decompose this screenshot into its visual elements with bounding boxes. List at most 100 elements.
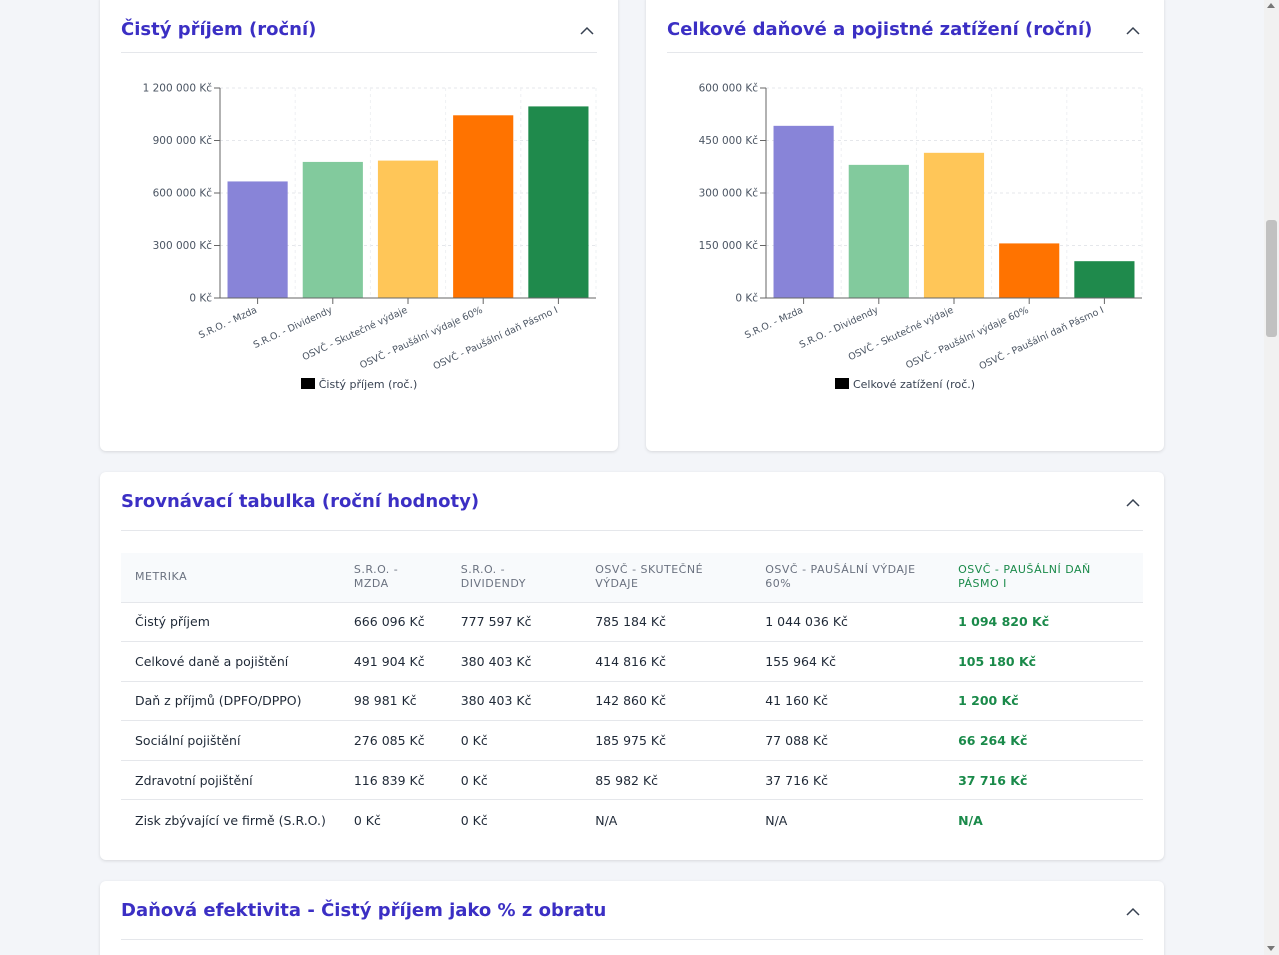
table-row: Zdravotní pojištění 116 839 Kč 0 Kč 85 982 … bbox=[121, 760, 1143, 801]
column-header: Metrika bbox=[121, 553, 340, 603]
table-cell: 276 085 Kč bbox=[339, 720, 447, 761]
table-cell: 77 088 Kč bbox=[751, 720, 945, 761]
table-cell: 414 816 Kč bbox=[581, 641, 752, 682]
table-cell: 785 184 Kč bbox=[581, 602, 752, 643]
y-tick-label: 600 000 Kč bbox=[153, 188, 213, 200]
table-cell: 666 096 Kč bbox=[339, 602, 447, 643]
column-header: S.R.O. - Mzda bbox=[339, 553, 447, 603]
table-cell: N/A bbox=[595, 812, 618, 828]
bar bbox=[848, 164, 909, 298]
table-row: Sociální pojištění 276 085 Kč 0 Kč 185 975 … bbox=[121, 720, 1143, 761]
y-tick-label: 300 000 Kč bbox=[153, 240, 213, 252]
metric-label: Čistý příjem bbox=[121, 602, 340, 643]
net-income-card: Čistý příjem (roční) 0 Kč 300 000 Kč 600 0… bbox=[100, 0, 618, 451]
comparison-table-card: Srovnávací tabulka (roční hodnoty) Metri… bbox=[100, 472, 1164, 860]
table-cell-best: 1 200 Kč bbox=[944, 681, 1143, 722]
bar bbox=[528, 106, 589, 299]
table-cell: 0 Kč bbox=[460, 812, 488, 828]
comparison-table: Metrika S.R.O. - Mzda S.R.O. - Dividendy… bbox=[121, 553, 1143, 840]
card-header: Čistý příjem (roční) bbox=[121, 0, 597, 53]
y-tick-label: 0 Kč bbox=[735, 293, 758, 305]
column-header: OSVČ - Skutečné výdaje bbox=[581, 553, 752, 603]
card-header: Srovnávací tabulka (roční hodnoty) bbox=[121, 472, 1143, 531]
table-cell-best: 66 264 Kč bbox=[944, 720, 1143, 761]
net-income-chart: 0 Kč 300 000 Kč 600 000 Kč 900 000 Kč 1 200 … bbox=[143, 83, 597, 372]
tax-efficiency-card: Daňová efektivita - Čistý příjem jako % … bbox=[100, 881, 1164, 955]
metric-label: Zdravotní pojištění bbox=[121, 760, 340, 801]
card-header: Celkové daňové a pojistné zatížení (ročn… bbox=[667, 0, 1143, 53]
card-title: Daňová efektivita - Čistý příjem jako % … bbox=[121, 900, 607, 921]
legend-label: Čistý příjem (roč.) bbox=[318, 378, 418, 391]
legend-swatch bbox=[834, 378, 849, 389]
x-tick-label: S.R.O. - Mzda bbox=[197, 305, 259, 342]
card-title: Celkové daňové a pojistné zatížení (ročn… bbox=[667, 19, 1093, 40]
card-title: Srovnávací tabulka (roční hodnoty) bbox=[121, 491, 480, 512]
table-cell: 0 Kč bbox=[353, 812, 381, 828]
x-tick-label: S.R.O. - Mzda bbox=[743, 305, 805, 342]
bar bbox=[1074, 261, 1135, 298]
x-tick-label: OSVČ - Paušální výdaje 60% bbox=[358, 304, 485, 372]
bar bbox=[999, 243, 1060, 298]
table-cell: 116 839 Kč bbox=[339, 760, 447, 801]
table-row: Čistý příjem 666 096 Kč 777 597 Kč 785 184 … bbox=[121, 602, 1143, 643]
chevron-up-icon[interactable] bbox=[1125, 24, 1141, 36]
scroll-thumb[interactable] bbox=[1266, 220, 1277, 337]
x-tick-label: OSVČ - Paušální výdaje 60% bbox=[904, 304, 1031, 372]
table-cell-best: 1 094 820 Kč bbox=[944, 602, 1143, 643]
y-tick-label: 450 000 Kč bbox=[699, 135, 759, 147]
y-tick-label: 900 000 Kč bbox=[153, 135, 213, 147]
table-cell: 777 597 Kč bbox=[446, 602, 582, 643]
table-cell-best: 37 716 Kč bbox=[944, 760, 1143, 801]
scroll-down-arrow[interactable] bbox=[1267, 946, 1275, 951]
table-row: Daň z příjmů (DPFO/DPPO) 98 981 Kč 380 403… bbox=[121, 681, 1143, 722]
table-cell: 491 904 Kč bbox=[339, 641, 447, 682]
table-cell-best: N/A bbox=[958, 812, 983, 828]
table-cell: 380 403 Kč bbox=[446, 641, 582, 682]
x-tick-label: OSVČ - Paušální daň Pásmo I bbox=[431, 304, 560, 372]
table-cell: 155 964 Kč bbox=[751, 641, 945, 682]
table-cell: 85 982 Kč bbox=[581, 760, 752, 801]
bar bbox=[377, 160, 439, 298]
metric-label: Daň z příjmů (DPFO/DPPO) bbox=[121, 681, 340, 722]
page-scrollbar[interactable] bbox=[1264, 0, 1279, 955]
table-cell: N/A bbox=[765, 812, 788, 828]
y-tick-label: 300 000 Kč bbox=[699, 188, 759, 200]
column-header-best: OSVČ - Paušální daň Pásmo I bbox=[944, 553, 1143, 603]
table-cell: 185 975 Kč bbox=[581, 720, 752, 761]
legend-swatch bbox=[300, 378, 315, 389]
chart-legend: Celkové zatížení (roč.) bbox=[646, 378, 1164, 391]
table-row: Celkové daně a pojištění 491 904 Kč 380 40… bbox=[121, 641, 1143, 682]
column-header: OSVČ - Paušální výdaje 60% bbox=[751, 553, 945, 603]
total-burden-card: Celkové daňové a pojistné zatížení (ročn… bbox=[646, 0, 1164, 451]
y-tick-label: 0 Kč bbox=[189, 293, 212, 305]
chevron-up-icon[interactable] bbox=[1125, 496, 1141, 508]
legend-label: Celkové zatížení (roč.) bbox=[852, 378, 976, 391]
y-tick-label: 600 000 Kč bbox=[699, 83, 759, 95]
metric-label: Celkové daně a pojištění bbox=[121, 641, 340, 682]
x-tick-label: OSVČ - Paušální daň Pásmo I bbox=[977, 304, 1106, 372]
bar bbox=[302, 161, 363, 298]
bar bbox=[773, 125, 834, 298]
column-header: S.R.O. - Dividendy bbox=[446, 553, 582, 603]
bar bbox=[923, 152, 985, 298]
table-cell: 1 044 036 Kč bbox=[751, 602, 945, 643]
bar bbox=[453, 115, 514, 298]
y-tick-label: 150 000 Kč bbox=[699, 240, 759, 252]
table-cell: 380 403 Kč bbox=[446, 681, 582, 722]
table-cell: 98 981 Kč bbox=[339, 681, 447, 722]
chevron-up-icon[interactable] bbox=[1125, 905, 1141, 917]
table-row: Zisk zbývající ve firmě (S.R.O.) 0 Kč 0 Kč… bbox=[121, 800, 1143, 840]
table-cell: 0 Kč bbox=[446, 760, 582, 801]
table-cell-best: 105 180 Kč bbox=[944, 641, 1143, 682]
chevron-up-icon[interactable] bbox=[579, 24, 595, 36]
table-header-row: Metrika S.R.O. - Mzda S.R.O. - Dividendy… bbox=[121, 553, 1143, 603]
table-cell: 142 860 Kč bbox=[581, 681, 752, 722]
y-tick-label: 1 200 000 Kč bbox=[143, 83, 213, 95]
table-cell: 41 160 Kč bbox=[751, 681, 945, 722]
total-burden-chart: 0 Kč 150 000 Kč 300 000 Kč 450 000 Kč 600 00… bbox=[699, 83, 1143, 372]
table-cell: 0 Kč bbox=[446, 720, 582, 761]
bar bbox=[227, 181, 288, 298]
scroll-up-arrow[interactable] bbox=[1267, 3, 1275, 8]
card-header: Daňová efektivita - Čistý příjem jako % … bbox=[121, 881, 1143, 940]
chart-legend: Čistý příjem (roč.) bbox=[100, 378, 618, 391]
